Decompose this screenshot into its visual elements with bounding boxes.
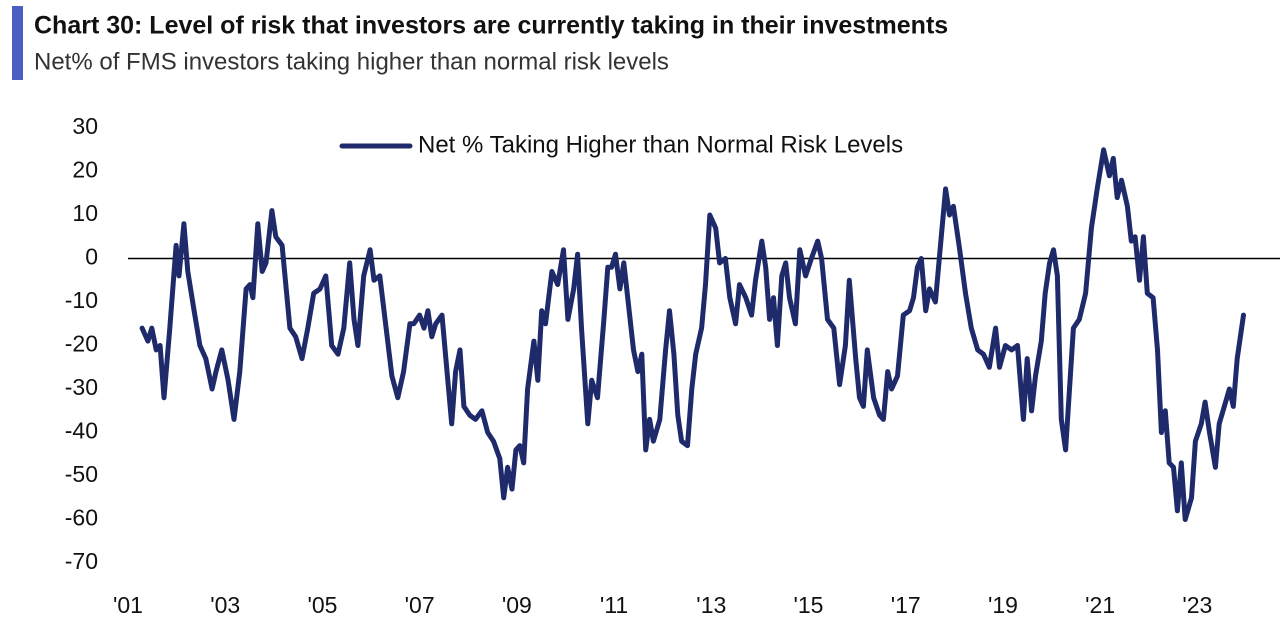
legend-label: Net % Taking Higher than Normal Risk Lev… (418, 131, 903, 158)
y-tick-label: -40 (65, 418, 98, 444)
x-tick-label: '13 (696, 592, 726, 618)
y-tick-label: -50 (65, 461, 98, 487)
x-tick-label: '03 (210, 592, 240, 618)
x-tick-label: '05 (307, 592, 337, 618)
y-tick-label: -30 (65, 374, 98, 400)
x-tick-label: '15 (794, 592, 824, 618)
x-tick-label: '23 (1182, 592, 1212, 618)
x-tick-label: '17 (891, 592, 921, 618)
x-tick-label: '21 (1085, 592, 1115, 618)
y-tick-label: 20 (72, 157, 98, 183)
chart-title: Chart 30: Level of risk that investors a… (34, 12, 948, 40)
x-tick-label: '09 (502, 592, 532, 618)
title-accent (12, 6, 23, 80)
y-tick-label: -20 (65, 331, 98, 357)
y-tick-label: -60 (65, 505, 98, 531)
series-line (139, 147, 1246, 522)
y-tick-label: 30 (72, 113, 98, 139)
y-tick-label: 10 (72, 200, 98, 226)
y-tick-label: -70 (65, 548, 98, 574)
x-tick-label: '07 (405, 592, 435, 618)
x-tick-label: '01 (113, 592, 143, 618)
y-tick-label: -10 (65, 287, 98, 313)
y-tick-label: 0 (85, 244, 98, 270)
chart-subtitle: Net% of FMS investors taking higher than… (34, 48, 669, 75)
x-tick-label: '19 (988, 592, 1018, 618)
x-tick-label: '11 (600, 592, 628, 618)
